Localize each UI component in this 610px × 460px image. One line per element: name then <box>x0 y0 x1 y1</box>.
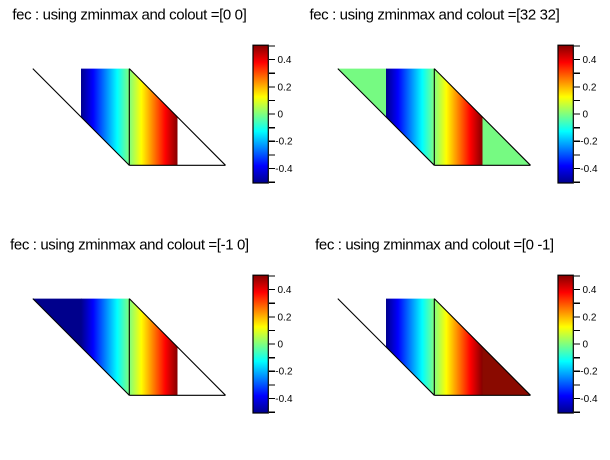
svg-text:0: 0 <box>278 110 284 121</box>
svg-text:-0.2: -0.2 <box>275 137 293 148</box>
svg-text:-0.4: -0.4 <box>580 164 598 175</box>
svg-text:0.2: 0.2 <box>278 82 292 93</box>
svg-text:-0.4: -0.4 <box>275 164 293 175</box>
svg-text:0.2: 0.2 <box>278 312 292 323</box>
svg-text:fec : using zminmax and colout: fec : using zminmax and colout =[-1 0] <box>10 236 249 253</box>
svg-text:-0.4: -0.4 <box>580 394 598 405</box>
svg-text:-0.2: -0.2 <box>275 367 293 378</box>
svg-text:0.2: 0.2 <box>583 82 597 93</box>
svg-text:0: 0 <box>278 340 284 351</box>
svg-text:fec : using zminmax and colout: fec : using zminmax and colout =[32 32] <box>309 6 559 23</box>
svg-text:0: 0 <box>583 110 589 121</box>
svg-text:0.4: 0.4 <box>583 55 597 66</box>
svg-text:fec : using zminmax and colout: fec : using zminmax and colout =[0 -1] <box>315 236 554 253</box>
svg-text:0.4: 0.4 <box>278 285 292 296</box>
svg-text:-0.2: -0.2 <box>580 137 598 148</box>
svg-text:0.4: 0.4 <box>583 285 597 296</box>
svg-text:0.4: 0.4 <box>278 55 292 66</box>
svg-text:0.2: 0.2 <box>583 312 597 323</box>
svg-text:0: 0 <box>583 340 589 351</box>
svg-text:-0.4: -0.4 <box>275 394 293 405</box>
svg-text:fec : using zminmax and colout: fec : using zminmax and colout =[0 0] <box>12 6 246 23</box>
svg-text:-0.2: -0.2 <box>580 367 598 378</box>
